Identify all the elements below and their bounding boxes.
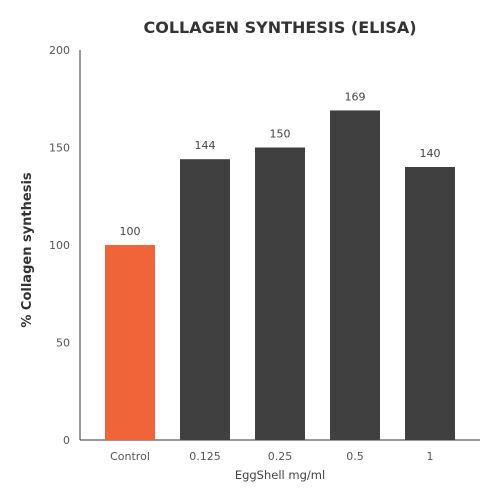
bar [255,147,305,440]
y-tick-label: 50 [56,337,70,350]
y-axis-label: % Collagen synthesis [20,172,35,328]
y-tick-label: 0 [63,434,70,447]
x-axis-label: EggShell mg/ml [235,468,325,482]
x-tick-label: 1 [427,450,434,463]
bar [330,110,380,440]
plot-area: 0 50 100 150 200 100 Control 144 0.125 150 0.25 169… [49,44,455,463]
x-tick-label: Control [110,450,150,463]
data-label: 144 [195,139,216,152]
data-label: 169 [345,90,366,103]
data-label: 140 [420,147,441,160]
x-tick-label: 0.125 [189,450,221,463]
x-tick-label: 0.25 [268,450,293,463]
x-tick-label: 0.5 [346,450,364,463]
y-tick-label: 150 [49,142,70,155]
bar [405,167,455,440]
chart-title: COLLAGEN SYNTHESIS (ELISA) [143,18,416,37]
y-tick-label: 100 [49,239,70,252]
y-tick-label: 200 [49,44,70,57]
bar [105,245,155,440]
data-label: 100 [120,225,141,238]
bar [180,159,230,440]
data-label: 150 [270,128,291,141]
